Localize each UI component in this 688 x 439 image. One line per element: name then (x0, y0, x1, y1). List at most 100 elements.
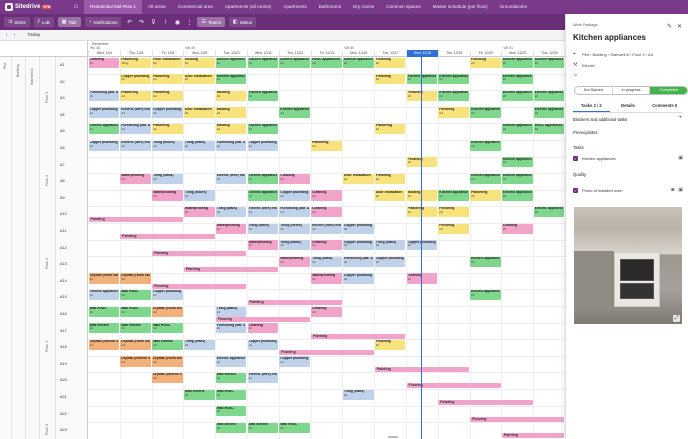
tab-comments[interactable]: Comments 0 (652, 103, 678, 108)
work-package-card[interactable]: Finishing 2d (374, 74, 406, 85)
work-package-card[interactable]: Tiling (floors) 2d (279, 223, 311, 234)
work-package-bar[interactable]: Painting (247, 300, 342, 306)
work-package-card[interactable]: Wall HVAC 2d (120, 289, 152, 301)
work-package-card[interactable]: Tiling (walls) 2d (215, 306, 247, 317)
work-package-card[interactable]: Wall electric 2d (247, 422, 279, 433)
starts-button[interactable]: ⇉ Starts (4, 17, 30, 27)
undo-icon[interactable]: ↶ (126, 19, 132, 26)
status-in-progress[interactable]: In progress (613, 87, 651, 94)
work-package-card[interactable]: Waterproofing 2d (311, 273, 342, 284)
nav-tab[interactable]: Residential Mid-Rise 1 (84, 0, 142, 14)
eye-icon[interactable]: ◉ (174, 19, 181, 26)
tab-tasks[interactable]: Tasks 2 / 2 (573, 103, 610, 112)
work-package-card[interactable]: Electric appliances 2d (215, 356, 247, 367)
work-package-card[interactable]: Electric appliances 2d (470, 289, 501, 301)
teams-button[interactable]: ☰ Teams (197, 17, 225, 27)
work-package-bar[interactable]: Flooring (279, 350, 374, 356)
work-package-card[interactable]: Door installation 2d (183, 107, 215, 118)
work-package-card[interactable]: Copper plumbing 2d (152, 107, 183, 118)
task-item[interactable]: ✓ Kitchen appliances ▣ (573, 155, 683, 161)
work-package-card[interactable]: Plastering Tiling (120, 57, 152, 68)
sort-icon[interactable]: ↕ (163, 19, 167, 25)
work-package-card[interactable]: Tiling (walls) 2d (342, 389, 374, 400)
work-package-card[interactable]: Tiling (walls) 2d (311, 256, 342, 267)
nav-tab[interactable]: Dry rooms (353, 4, 375, 9)
work-package-card[interactable]: Electric appliances 2d (88, 289, 120, 301)
work-package-card[interactable]: Molding 2d (215, 123, 247, 135)
work-package-card[interactable]: Cleaning 2d (311, 190, 342, 201)
camera-icon[interactable]: ◙ (671, 187, 675, 193)
work-package-card[interactable]: Drywall (room sid.) 2d (120, 273, 152, 284)
work-package-card[interactable]: Cleaning 2d (311, 306, 342, 317)
work-package-card[interactable]: Plastering 2d (152, 90, 183, 101)
work-package-card[interactable]: Plastering 2d (152, 74, 183, 85)
unit-label[interactable]: A7 (60, 162, 65, 167)
work-package-card[interactable]: Wall HVAC 2d (215, 389, 247, 400)
unit-label[interactable]: A9 (60, 195, 65, 200)
work-package-card[interactable]: Tiling (floors) 2d (183, 190, 215, 201)
work-package-card[interactable]: Cleaning 2d (247, 323, 279, 334)
unit-label[interactable]: A11 (60, 229, 67, 233)
redo-icon[interactable]: ↷ (138, 19, 144, 26)
work-package-card[interactable]: Furnishing (bar. &c.)2d (120, 123, 152, 135)
work-package-card[interactable]: Electric appliances 2d (533, 90, 565, 101)
next-icon[interactable]: › (13, 32, 16, 38)
work-package-card[interactable]: Door installation 2d (183, 74, 215, 85)
unit-label[interactable]: A15 (60, 295, 67, 300)
expand-icon[interactable]: ⤢ (673, 315, 680, 322)
work-package-card[interactable]: Wall electric 2d (152, 339, 183, 350)
work-package-card[interactable]: Electric appliances 2d (247, 190, 279, 201)
unit-label[interactable]: A6 (60, 146, 65, 150)
status-button[interactable]: ◧ Status (228, 17, 257, 27)
work-package-card[interactable]: Copper plumbing 2d (342, 273, 374, 284)
work-package-card[interactable]: Wall electric 2d (183, 389, 215, 400)
nav-tab[interactable]: Common spaces (386, 4, 421, 9)
horizontal-scrollbar[interactable] (388, 436, 398, 438)
unit-label[interactable]: A19 (60, 361, 67, 366)
work-package-card[interactable]: Furnishing (bar. &c.)2d (215, 323, 247, 334)
work-package-card[interactable]: Finishing 2d (374, 339, 406, 350)
work-package-card[interactable]: Finishing 2d (438, 107, 470, 118)
nav-tab[interactable]: Master schedule (per floor) (432, 4, 488, 9)
work-package-card[interactable]: Electric appliances 2d (470, 256, 501, 267)
work-package-card[interactable]: Copper plumbing 2d (88, 140, 120, 151)
work-package-card[interactable]: Electric appliances 2d (279, 57, 311, 68)
unit-label[interactable]: A4 (60, 112, 65, 117)
unit-label[interactable]: A21 (60, 395, 67, 399)
quality-item[interactable]: ✓ Photo of installed oven ◙ ▣ (573, 187, 683, 193)
work-package-card[interactable]: Electric appliances 2d (501, 190, 533, 201)
unit-label[interactable]: A8 (60, 179, 65, 184)
work-package-card[interactable]: Copper plumbing 2d (88, 107, 120, 118)
work-package-bar[interactable]: Painting (88, 217, 183, 223)
work-package-bar[interactable]: Painting (120, 233, 215, 239)
home-icon[interactable]: ⌂ (73, 3, 79, 10)
work-package-card[interactable]: Drywall (interior s.) 2d (120, 356, 152, 367)
nav-tab[interactable]: Groundworks (499, 4, 527, 9)
work-package-card[interactable]: Plastering 2d (311, 140, 342, 151)
work-package-card[interactable]: Finishing 2d (374, 173, 406, 184)
work-package-card[interactable]: Tiling (walls) 2d (183, 140, 215, 151)
unit-label[interactable]: A20 (60, 378, 67, 383)
tab-details[interactable]: Details (621, 103, 635, 108)
work-package-card[interactable]: Door installation 2d (374, 190, 406, 201)
work-package-card[interactable]: Door installation 2d (342, 173, 374, 184)
nav-tab[interactable]: Apartments (283, 4, 307, 9)
close-icon[interactable]: ✕ (676, 24, 682, 30)
work-package-card[interactable]: Electric appliances 2d (88, 123, 120, 135)
work-package-card[interactable]: Electric appliances 2d (533, 206, 565, 218)
work-package-card[interactable]: Electric appliances 2d (501, 74, 533, 85)
work-package-card[interactable]: Finishing 2d (438, 206, 470, 218)
